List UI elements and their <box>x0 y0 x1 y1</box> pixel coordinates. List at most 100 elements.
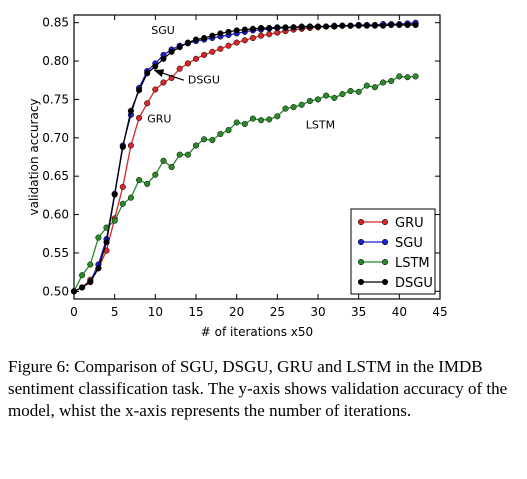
y-tick-label: 0.75 <box>42 92 69 106</box>
data-point-dsgu <box>363 22 370 29</box>
data-point-dsgu <box>95 265 102 272</box>
data-point-lstm <box>168 163 175 171</box>
data-point-dsgu <box>160 55 167 62</box>
data-point-dsgu <box>412 21 419 29</box>
legend-marker-sgu <box>381 238 389 246</box>
x-tick-label: 45 <box>432 305 447 319</box>
legend-marker-dsgu <box>381 278 389 286</box>
data-point-dsgu <box>339 22 346 29</box>
x-tick-label: 0 <box>70 305 78 319</box>
data-point-lstm <box>95 234 102 241</box>
data-point-dsgu <box>241 26 248 33</box>
data-point-dsgu <box>388 21 395 29</box>
data-point-dsgu <box>396 21 403 29</box>
data-point-dsgu <box>274 24 281 31</box>
data-point-dsgu <box>314 23 322 30</box>
data-point-gru <box>119 183 126 190</box>
data-point-lstm <box>201 136 208 143</box>
legend-label-lstm: LSTM <box>395 256 430 271</box>
data-point-gru <box>201 51 208 58</box>
y-axis-label: validation accuracy <box>27 98 41 215</box>
data-point-gru <box>241 37 248 44</box>
data-point-lstm <box>87 261 94 268</box>
data-point-dsgu <box>331 23 338 30</box>
data-point-lstm <box>192 142 200 149</box>
data-point-lstm <box>266 116 273 123</box>
data-point-lstm <box>144 180 151 187</box>
data-point-lstm <box>290 104 297 111</box>
data-point-gru <box>184 60 191 67</box>
legend-label-gru: GRU <box>395 216 424 231</box>
data-point-dsgu <box>201 34 208 42</box>
data-point-dsgu <box>258 24 265 32</box>
data-point-dsgu <box>103 239 110 246</box>
data-point-dsgu <box>380 22 387 29</box>
data-point-lstm <box>152 171 159 178</box>
data-point-dsgu <box>355 22 362 29</box>
data-point-dsgu <box>225 28 232 35</box>
y-tick-label: 0.65 <box>42 169 69 183</box>
data-point-lstm <box>274 113 281 120</box>
data-point-lstm <box>388 77 395 85</box>
legend: GRU SGU LSTM DSGU <box>350 208 436 295</box>
data-point-gru <box>225 42 232 49</box>
data-point-dsgu <box>111 191 118 198</box>
data-point-dsgu <box>371 22 378 29</box>
series-lstm <box>70 73 419 295</box>
data-point-lstm <box>79 272 86 279</box>
legend-marker-sgu <box>357 238 365 246</box>
y-tick-label: 0.70 <box>42 131 69 145</box>
data-point-gru <box>217 45 224 52</box>
data-point-lstm <box>176 151 183 158</box>
data-point-lstm <box>331 94 338 101</box>
legend-marker-lstm <box>357 258 365 266</box>
legend-marker-dsgu <box>357 278 365 286</box>
data-point-lstm <box>314 96 322 103</box>
data-point-dsgu <box>176 44 183 51</box>
data-point-lstm <box>258 117 265 124</box>
y-axis: 0.50 0.55 0.60 0.65 0.70 0.75 0.80 0.85 <box>42 16 440 298</box>
x-axis-label: # of iterations x50 <box>201 325 313 339</box>
data-point-gru <box>209 48 216 55</box>
data-point-lstm <box>241 120 248 128</box>
annotation-lstm: LSTM <box>306 119 335 132</box>
data-point-dsgu <box>119 143 126 151</box>
data-point-lstm <box>380 79 387 86</box>
data-point-gru <box>176 65 183 72</box>
data-point-dsgu <box>70 288 78 295</box>
data-point-lstm <box>412 73 419 80</box>
data-point-dsgu <box>192 36 200 43</box>
data-point-dsgu <box>152 63 159 70</box>
data-point-gru <box>249 34 256 42</box>
figure-caption: Figure 6: Comparison of SGU, DSGU, GRU a… <box>8 356 518 422</box>
annotation-arrow <box>153 69 184 81</box>
data-point-lstm <box>298 101 305 108</box>
annotation-gru: GRU <box>147 112 171 125</box>
data-point-dsgu <box>306 23 313 30</box>
legend-box <box>350 208 436 295</box>
data-point-lstm <box>306 97 313 105</box>
x-tick-label: 10 <box>148 305 163 319</box>
x-tick-label: 30 <box>310 305 325 319</box>
annotation-layer: SGU DSGU GRU LSTM <box>147 24 335 131</box>
data-point-lstm <box>355 88 362 95</box>
y-tick-label: 0.50 <box>42 284 69 298</box>
legend-label-sgu: SGU <box>395 236 423 251</box>
data-point-gru <box>127 142 134 149</box>
data-point-gru <box>192 55 200 62</box>
data-point-dsgu <box>347 22 354 29</box>
data-point-dsgu <box>323 23 330 30</box>
data-point-dsgu <box>266 24 273 32</box>
data-point-lstm <box>363 82 370 89</box>
legend-marker-lstm <box>381 258 389 266</box>
data-point-gru <box>136 114 143 121</box>
y-tick-label: 0.60 <box>42 208 69 222</box>
data-point-lstm <box>249 115 256 122</box>
data-point-dsgu <box>87 279 94 286</box>
data-point-dsgu <box>249 25 256 32</box>
data-point-dsgu <box>217 30 224 37</box>
data-point-lstm <box>233 119 240 126</box>
data-point-lstm <box>111 217 118 224</box>
data-point-lstm <box>217 130 224 138</box>
